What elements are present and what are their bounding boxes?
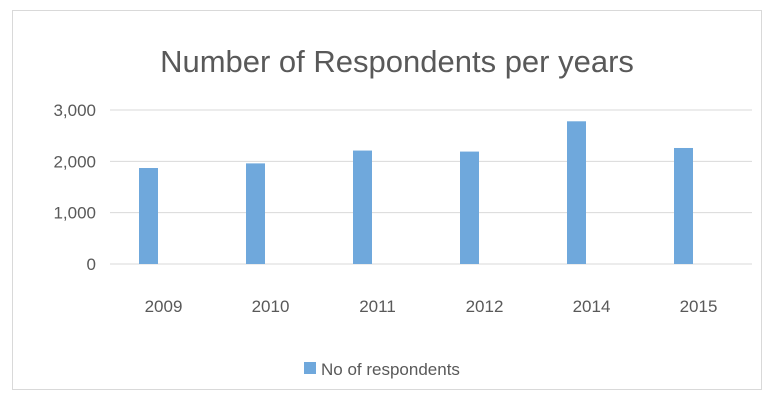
legend-swatch	[304, 362, 316, 374]
gridlines	[110, 109, 752, 265]
x-tick-label: 2015	[680, 297, 718, 316]
legend-label: No of respondents	[321, 360, 460, 379]
x-tick-label: 2014	[573, 297, 611, 316]
legend: No of respondents	[304, 360, 460, 379]
bar-2015	[674, 147, 693, 264]
bar-2010	[246, 163, 265, 264]
bars	[139, 121, 693, 264]
y-tick-label: 0	[87, 255, 96, 274]
y-axis-ticks: 0 1,000 2,000 3,000	[53, 101, 96, 274]
x-tick-label: 2012	[466, 297, 504, 316]
bar-2014	[567, 121, 586, 264]
bar-2009	[139, 168, 158, 264]
bar-2012	[460, 151, 479, 264]
y-tick-label: 3,000	[53, 101, 96, 120]
x-tick-label: 2011	[359, 297, 396, 316]
x-tick-label: 2010	[252, 297, 290, 316]
x-axis-ticks: 2009 2010 2011 2012 2014 2015	[145, 297, 718, 316]
y-tick-label: 2,000	[53, 152, 96, 171]
bar-2011	[353, 150, 372, 264]
x-tick-label: 2009	[145, 297, 183, 316]
chart-frame	[12, 10, 762, 390]
chart-title: Number of Respondents per years	[160, 44, 634, 79]
y-tick-label: 1,000	[53, 204, 96, 223]
